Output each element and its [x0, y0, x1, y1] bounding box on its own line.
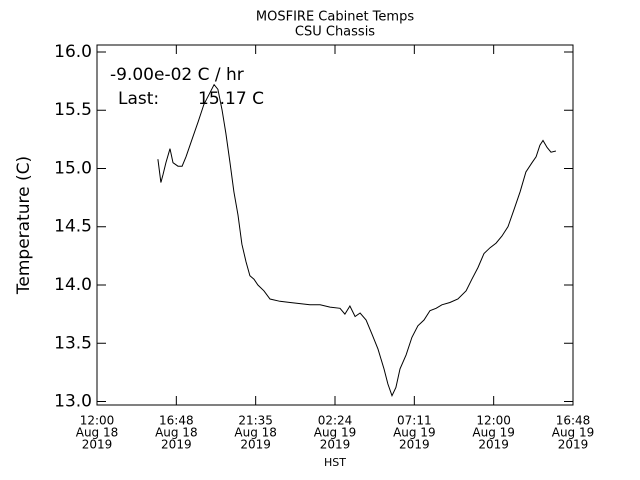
x-tick-label: 02:24: [318, 414, 353, 428]
last-value: 15.17 C: [198, 89, 264, 109]
chart-subtitle: CSU Chassis: [295, 25, 375, 40]
x-tick-label: 12:00: [476, 414, 511, 428]
x-tick-label: Aug 19: [552, 426, 595, 440]
y-tick-label: 13.5: [54, 333, 92, 353]
temperature-line: [157, 83, 557, 398]
x-tick-label: 2019: [478, 438, 509, 452]
y-tick-label: 16.0: [54, 42, 92, 62]
chart-title: MOSFIRE Cabinet Temps: [256, 10, 414, 25]
x-tick-label: 21:35: [238, 414, 273, 428]
y-tick-label: 15.5: [54, 100, 92, 120]
x-tick-label: 2019: [320, 438, 351, 452]
x-tick-label: 2019: [558, 438, 589, 452]
x-tick-label: 2019: [82, 438, 113, 452]
x-tick-label: 2019: [161, 438, 192, 452]
y-tick-label: 13.0: [54, 392, 92, 412]
x-tick-label: Aug 19: [472, 426, 515, 440]
x-tick-label: 12:00: [80, 414, 115, 428]
x-tick-label: 2019: [240, 438, 271, 452]
rate-annotation: -9.00e-02 C / hr: [110, 65, 244, 85]
x-tick-label: Aug 18: [155, 426, 198, 440]
y-axis-label: Temperature (C): [14, 156, 34, 295]
x-tick-label: Aug 18: [76, 426, 119, 440]
x-axis-label: HST: [324, 456, 346, 469]
x-tick-label: Aug 19: [393, 426, 436, 440]
x-tick-label: 2019: [399, 438, 430, 452]
last-label: Last:: [118, 89, 159, 109]
x-tick-label: 16:48: [556, 414, 591, 428]
x-tick-label: 16:48: [159, 414, 194, 428]
y-tick-label: 14.5: [54, 217, 92, 237]
y-tick-label: 14.0: [54, 275, 92, 295]
y-tick-label: 15.0: [54, 158, 92, 178]
x-tick-label: Aug 19: [314, 426, 357, 440]
x-tick-label: Aug 18: [234, 426, 277, 440]
x-tick-label: 07:11: [397, 414, 432, 428]
